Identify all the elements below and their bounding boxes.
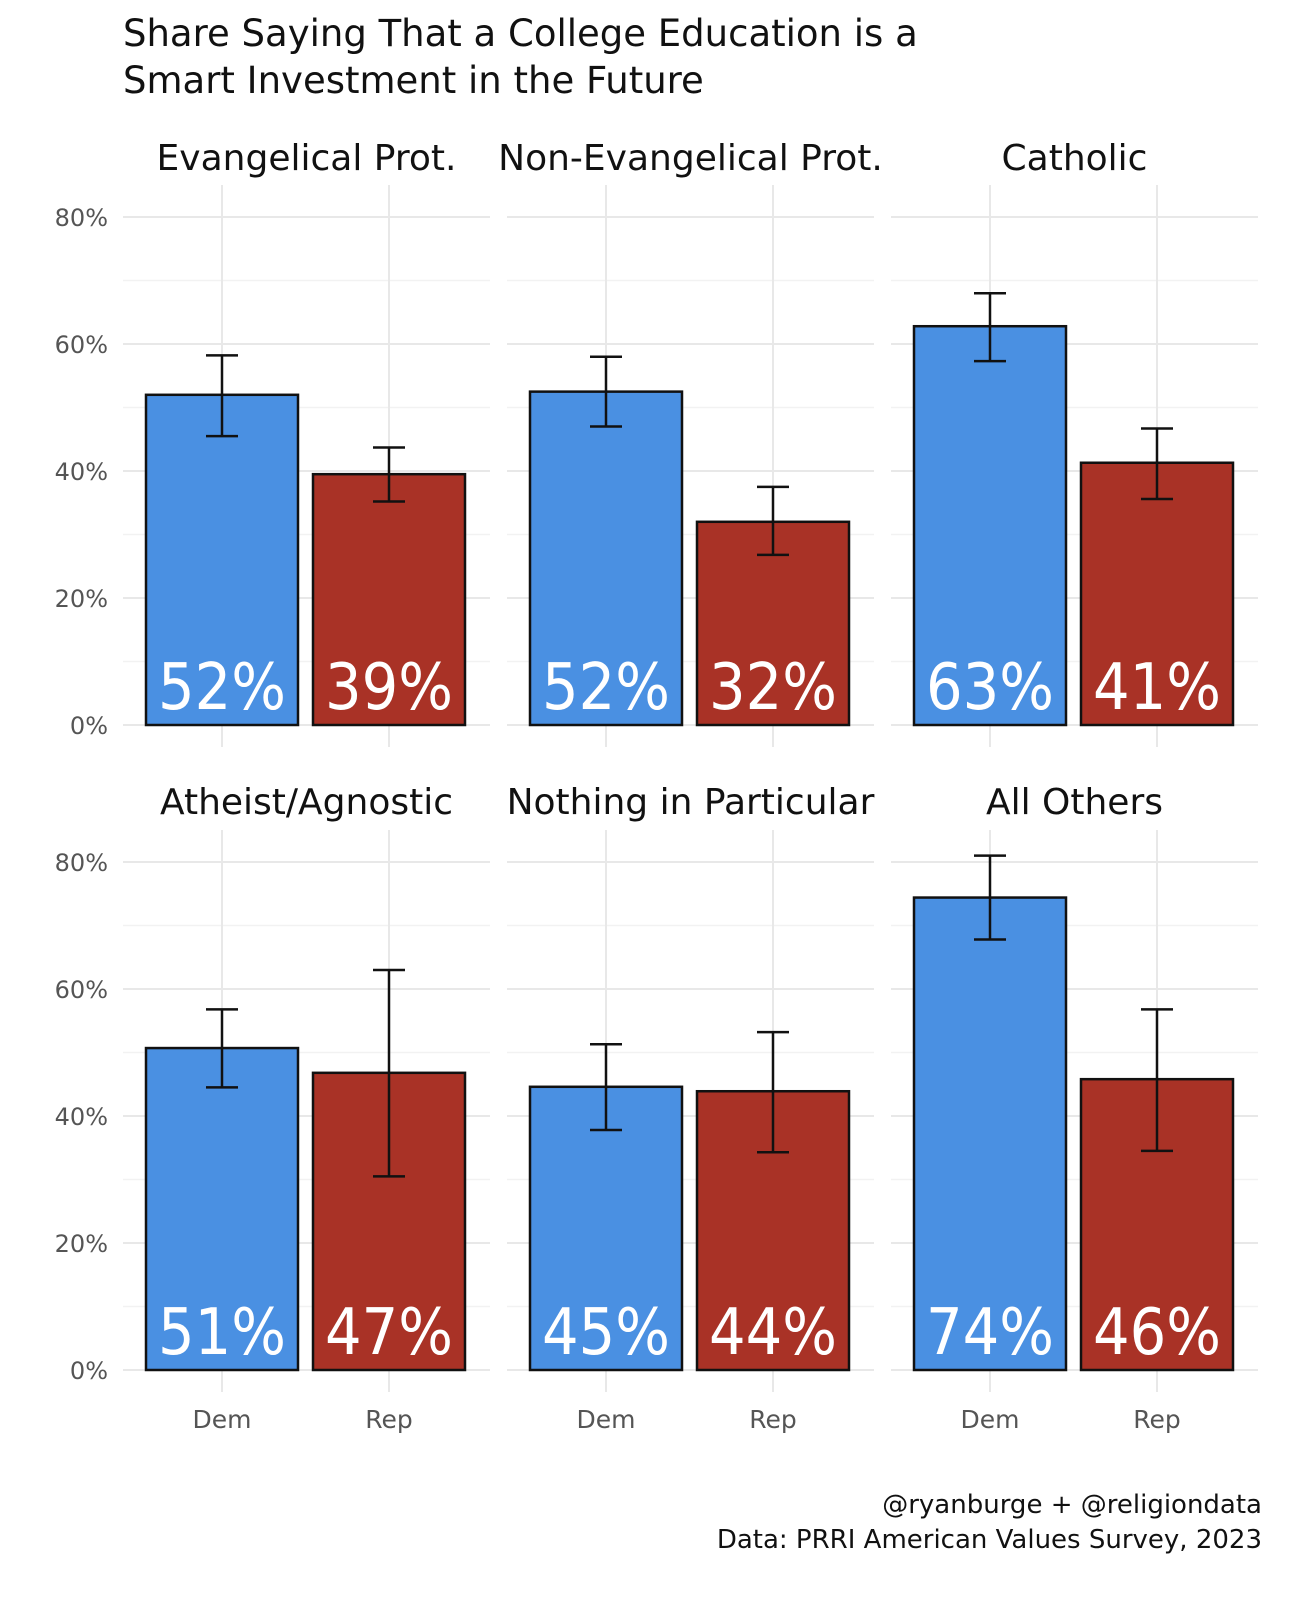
- bar-value-label: 41%: [1093, 651, 1221, 725]
- x-tick-label: Dem: [193, 1405, 252, 1434]
- bar-dem: [912, 324, 1068, 727]
- caption-line-2: Data: PRRI American Values Survey, 2023: [717, 1525, 1262, 1555]
- y-tick-label: 40%: [55, 458, 108, 486]
- x-tick-label: Dem: [961, 1405, 1020, 1434]
- y-tick-label: 60%: [55, 976, 108, 1004]
- panel-title: Atheist/Agnostic: [160, 782, 453, 823]
- bar-rep: [311, 472, 467, 727]
- y-tick-label: 40%: [55, 1103, 108, 1131]
- panel-title: Nothing in Particular: [507, 782, 875, 823]
- y-tick-label: 20%: [55, 585, 108, 613]
- bar-value-label: 46%: [1093, 1296, 1221, 1370]
- caption-line-1: @ryanburge + @religiondata: [882, 1490, 1262, 1520]
- bar-dem: [912, 896, 1068, 1372]
- bar-value-label: 63%: [926, 651, 1054, 725]
- bar-dem: [528, 1085, 684, 1372]
- y-tick-label: 0%: [70, 1357, 108, 1385]
- bar-value-label: 32%: [709, 651, 837, 725]
- x-tick-label: Rep: [749, 1405, 797, 1434]
- y-tick-label: 80%: [55, 204, 108, 232]
- y-tick-label: 20%: [55, 1230, 108, 1258]
- bar-dem: [528, 390, 684, 727]
- panel-title: Catholic: [1002, 138, 1148, 179]
- bar-value-label: 74%: [926, 1296, 1054, 1370]
- x-tick-label: Dem: [577, 1405, 636, 1434]
- panel-title: Evangelical Prot.: [157, 138, 457, 179]
- bar-rep: [1079, 461, 1235, 727]
- bar-value-label: 45%: [542, 1296, 670, 1370]
- chart-title-line-2: Smart Investment in the Future: [123, 59, 704, 102]
- panel-title: All Others: [986, 782, 1163, 823]
- y-tick-label: 0%: [70, 712, 108, 740]
- y-tick-label: 80%: [55, 849, 108, 877]
- bar-value-label: 52%: [542, 651, 670, 725]
- x-tick-label: Rep: [1133, 1405, 1181, 1434]
- bar-value-label: 52%: [158, 651, 286, 725]
- bar-value-label: 44%: [709, 1296, 837, 1370]
- y-tick-label: 60%: [55, 331, 108, 359]
- bar-dem: [144, 393, 300, 727]
- bar-value-label: 47%: [325, 1296, 453, 1370]
- x-tick-label: Rep: [365, 1405, 413, 1434]
- chart-title-line-1: Share Saying That a College Education is…: [123, 12, 918, 55]
- bar-value-label: 39%: [325, 651, 453, 725]
- panel-title: Non-Evangelical Prot.: [498, 138, 883, 179]
- bar-value-label: 51%: [158, 1296, 286, 1370]
